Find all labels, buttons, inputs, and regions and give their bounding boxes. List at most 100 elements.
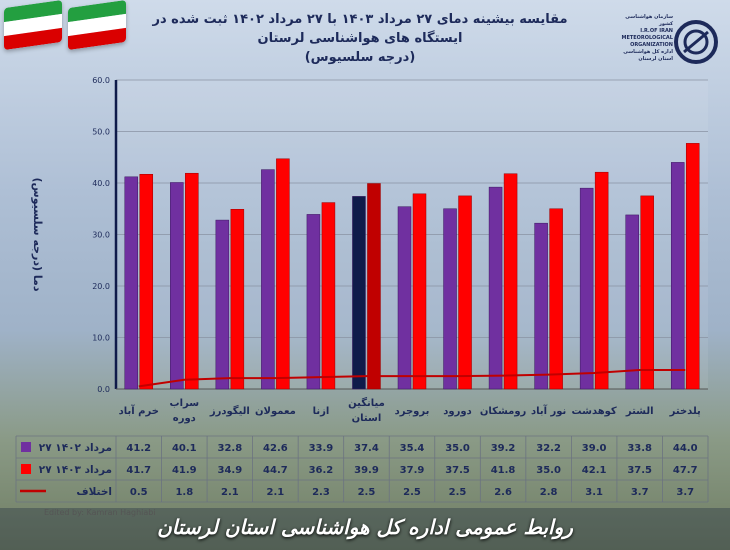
table-cell-value: 0.5: [130, 487, 148, 498]
difference-line: [138, 368, 686, 388]
chart-title: مقایسه بیشینه دمای ۲۷ مرداد ۱۴۰۳ با ۲۷ م…: [130, 10, 590, 67]
table-cell-value: 32.8: [218, 443, 243, 454]
table-cell-value: 2.1: [221, 487, 239, 498]
table-cell-value: 41.7: [126, 465, 151, 476]
table-cell-value: 3.1: [585, 487, 603, 498]
bar-1403: [139, 173, 154, 390]
table-cell-value: 41.8: [491, 465, 516, 476]
bar-1402: [261, 169, 275, 390]
table-cell-value: 35.0: [536, 465, 561, 476]
table-cell-value: 3.7: [631, 487, 649, 498]
table-cell-value: 35.4: [400, 443, 425, 454]
y-tick-label: 40.0: [92, 179, 110, 188]
y-tick-label: 20.0: [92, 282, 110, 291]
bar-1403: [685, 143, 700, 390]
bar-1402: [124, 176, 139, 390]
y-tick-label: 60.0: [92, 76, 110, 85]
table-cell-value: 33.8: [627, 443, 652, 454]
logo-text: سازمان هواشناسی کشور I.R.OF IRAN METEORO…: [621, 14, 673, 62]
category-label: نور آباد: [531, 404, 566, 417]
table-cell-value: 47.7: [673, 465, 698, 476]
footer-band: [0, 508, 730, 550]
chart-title-line2: (درجه سلسیوس): [304, 50, 416, 65]
table-cell-value: 2.5: [403, 487, 421, 498]
table-cell-value: 37.9: [400, 465, 425, 476]
table-cell-value: 37.4: [354, 443, 379, 454]
bar-1403: [594, 171, 609, 390]
bar-1402: [670, 162, 685, 390]
category-label: پلدختر: [669, 406, 701, 417]
category-label: رومشکان: [480, 406, 527, 417]
y-axis-label: دما (درجه سلسیوس): [31, 178, 44, 292]
bar-1402: [443, 208, 457, 390]
bar-1403: [549, 208, 563, 390]
table-cell-value: 37.5: [445, 465, 470, 476]
table-cell-value: 44.0: [673, 443, 698, 454]
table-cell-value: 3.7: [676, 487, 694, 498]
y-tick-label: 50.0: [92, 128, 110, 137]
y-tick-label: 30.0: [92, 231, 110, 240]
meteorological-organization-logo-icon: [674, 20, 718, 64]
table-cell-value: 42.6: [263, 443, 288, 454]
category-label: استان: [352, 413, 382, 424]
category-label: میانگین: [348, 396, 385, 409]
category-label: خرم آباد: [119, 404, 159, 417]
table-cell-value: 35.0: [445, 443, 470, 454]
bar-1402: [215, 219, 230, 390]
bar-1402: [170, 182, 184, 390]
bar-1403: [458, 195, 472, 390]
table-cell-value: 2.8: [540, 487, 558, 498]
bar-1403: [230, 209, 245, 390]
bar-1402: [534, 222, 548, 390]
table-cell-value: 41.2: [126, 443, 151, 454]
table-cell-value: 42.1: [582, 465, 607, 476]
category-label: بروجرد: [395, 406, 430, 417]
table-cell-value: 2.6: [494, 487, 512, 498]
bar-1402: [625, 214, 639, 390]
bar-1402: [397, 206, 412, 390]
table-cell-value: 41.9: [172, 465, 197, 476]
y-tick-label: 0.0: [97, 385, 110, 394]
bar-1403: [185, 172, 199, 390]
legend-key-box: [21, 464, 31, 474]
bar-1402: [579, 187, 594, 390]
table-cell-value: 44.7: [263, 465, 288, 476]
table-cell-value: 1.8: [175, 487, 193, 498]
category-label: کوهدشت: [572, 406, 617, 417]
legend-key-box: [21, 442, 31, 452]
editor-credit: Edited by: Kamran Haghiabi: [44, 508, 156, 517]
bar-1402: [488, 186, 503, 390]
category-label: الشتر: [625, 406, 654, 417]
category-label: الیگودرز: [209, 404, 250, 417]
table-cell-value: 32.2: [536, 443, 561, 454]
bar-1403: [321, 202, 336, 390]
table-cell-value: 37.5: [627, 465, 652, 476]
table-cell-value: 36.2: [309, 465, 334, 476]
table-cell-value: 39.2: [491, 443, 516, 454]
category-label: دوره: [173, 413, 196, 424]
bar-1403: [640, 195, 654, 390]
table-cell-value: 2.3: [312, 487, 330, 498]
bar-1403: [367, 183, 381, 390]
legend-label: ۲۷ مرداد ۱۴۰۳: [39, 464, 112, 476]
table-cell-value: 2.5: [358, 487, 376, 498]
table-cell-value: 39.0: [582, 443, 607, 454]
table-cell-value: 33.9: [309, 443, 334, 454]
table-cell-value: 40.1: [172, 443, 197, 454]
y-tick-label: 10.0: [92, 334, 110, 343]
category-label: ازنا: [313, 406, 330, 417]
legend-label: اختلاف: [76, 486, 112, 498]
bar-1403: [276, 158, 290, 390]
category-label: دورود: [443, 406, 471, 417]
table-cell-value: 2.1: [267, 487, 285, 498]
category-label: سراب: [170, 398, 200, 409]
chart-title-line1: مقایسه بیشینه دمای ۲۷ مرداد ۱۴۰۳ با ۲۷ م…: [152, 12, 568, 46]
category-label: معمولان: [255, 406, 296, 417]
table-cell-value: 2.5: [449, 487, 467, 498]
bar-1403: [412, 193, 427, 390]
footer-text: روابط عمومی اداره کل هواشناسی استان لرست…: [157, 515, 573, 539]
table-cell-value: 39.9: [354, 465, 379, 476]
table-cell-value: 34.9: [218, 465, 243, 476]
bar-1402: [306, 214, 321, 390]
